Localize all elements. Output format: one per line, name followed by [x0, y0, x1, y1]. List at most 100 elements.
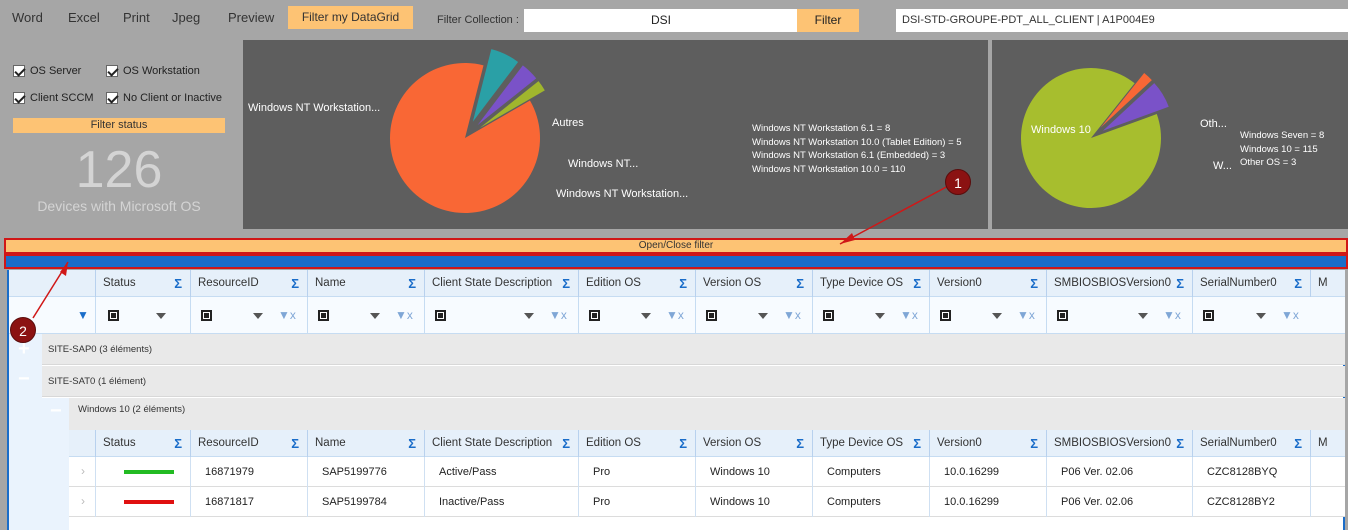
column-header[interactable]: Type Device OS Σ — [812, 430, 929, 457]
filter-cell[interactable]: ▼x — [578, 297, 695, 334]
dropdown-icon[interactable] — [370, 313, 380, 319]
dropdown-icon[interactable] — [992, 313, 1002, 319]
sum-icon[interactable]: Σ — [796, 276, 804, 291]
table-row[interactable]: › 16871817 SAP5199784 Inactive/Pass Pro Windo… — [69, 487, 1345, 517]
filter-cell[interactable]: ▼x — [190, 297, 307, 334]
dropdown-icon[interactable] — [875, 313, 885, 319]
menu-word[interactable]: Word — [12, 10, 43, 25]
dropdown-icon[interactable] — [156, 313, 166, 319]
column-header[interactable]: SMBIOSBIOSVersion0 Σ — [1046, 270, 1192, 297]
filter-operator-icon[interactable] — [1203, 310, 1214, 321]
filter-datagrid-button[interactable]: Filter my DataGrid — [288, 6, 413, 29]
sum-icon[interactable]: Σ — [408, 436, 416, 451]
sum-icon[interactable]: Σ — [913, 276, 921, 291]
filter-cell[interactable]: ▼x — [307, 297, 424, 334]
filter-operator-icon[interactable] — [940, 310, 951, 321]
clear-filter-icon[interactable]: ▼x — [1017, 308, 1035, 322]
sum-icon[interactable]: Σ — [291, 276, 299, 291]
filter-operator-icon[interactable] — [1057, 310, 1068, 321]
clear-filter-icon[interactable]: ▼x — [395, 308, 413, 322]
checkbox-icon[interactable] — [106, 92, 118, 104]
sum-icon[interactable]: Σ — [1176, 436, 1184, 451]
filter-operator-icon[interactable] — [201, 310, 212, 321]
sum-icon[interactable]: Σ — [679, 436, 687, 451]
menu-print[interactable]: Print — [123, 10, 150, 25]
dropdown-icon[interactable] — [641, 313, 651, 319]
column-header[interactable]: Edition OS Σ — [578, 270, 695, 297]
filter-cell[interactable]: ▼x — [1046, 297, 1192, 334]
sum-icon[interactable]: Σ — [1294, 276, 1302, 291]
clear-filter-icon[interactable]: ▼x — [549, 308, 567, 322]
filter-collection-input[interactable]: DSI — [524, 9, 798, 32]
filter-operator-icon[interactable] — [589, 310, 600, 321]
column-header[interactable]: SerialNumber0 Σ — [1192, 270, 1310, 297]
sum-icon[interactable]: Σ — [562, 436, 570, 451]
column-header[interactable]: Status Σ — [95, 430, 190, 457]
expand-icon[interactable]: + — [18, 338, 30, 360]
filter-cell[interactable]: ▼x — [812, 297, 929, 334]
column-header[interactable]: Client State Description Σ — [424, 430, 578, 457]
checkbox-icon[interactable] — [13, 92, 25, 104]
clear-filter-icon[interactable]: ▼x — [900, 308, 918, 322]
sum-icon[interactable]: Σ — [1030, 436, 1038, 451]
column-header[interactable]: Status Σ — [95, 270, 190, 297]
sum-icon[interactable]: Σ — [174, 276, 182, 291]
collection-name-field[interactable]: DSI-STD-GROUPE-PDT_ALL_CLIENT | A1P004E9 — [896, 9, 1348, 32]
sum-icon[interactable]: Σ — [913, 436, 921, 451]
sum-icon[interactable]: Σ — [796, 436, 804, 451]
column-header[interactable]: SMBIOSBIOSVersion0 Σ — [1046, 430, 1192, 457]
filter-cell[interactable]: ▼x — [1192, 297, 1310, 334]
column-header[interactable]: M — [1310, 430, 1328, 457]
column-header[interactable]: Version0 Σ — [929, 270, 1046, 297]
filter-button[interactable]: Filter — [797, 9, 859, 32]
clear-filter-icon[interactable]: ▼x — [278, 308, 296, 322]
open-close-filter-bar[interactable]: Open/Close filter — [4, 238, 1348, 254]
sum-icon[interactable]: Σ — [679, 276, 687, 291]
column-header[interactable]: Version OS Σ — [695, 270, 812, 297]
sum-icon[interactable]: Σ — [1294, 436, 1302, 451]
menu-excel[interactable]: Excel — [68, 10, 100, 25]
group-row[interactable]: SITE-SAT0 (1 élément) — [42, 366, 1345, 397]
group-row[interactable]: Windows 10 (2 éléments) — [69, 398, 1345, 430]
row-expand-icon[interactable]: › — [81, 464, 85, 478]
filter-operator-icon[interactable] — [706, 310, 717, 321]
filter-operator-icon[interactable] — [823, 310, 834, 321]
dropdown-icon[interactable] — [758, 313, 768, 319]
filter-operator-icon[interactable] — [318, 310, 329, 321]
no-client-checkbox[interactable]: No Client or Inactive — [106, 92, 222, 104]
group-row[interactable]: SITE-SAP0 (3 éléments) — [42, 334, 1345, 365]
filter-cell[interactable] — [95, 297, 190, 334]
column-header[interactable]: Type Device OS Σ — [812, 270, 929, 297]
collapse-icon[interactable]: − — [18, 368, 30, 390]
clear-filter-icon[interactable]: ▼x — [1163, 308, 1181, 322]
filter-operator-icon[interactable] — [435, 310, 446, 321]
os-server-checkbox[interactable]: OS Server — [13, 65, 81, 77]
dropdown-icon[interactable] — [1138, 313, 1148, 319]
menu-jpeg[interactable]: Jpeg — [172, 10, 201, 25]
row-expand-icon[interactable]: › — [81, 494, 85, 508]
sum-icon[interactable]: Σ — [291, 436, 299, 451]
column-header[interactable]: Client State Description Σ — [424, 270, 578, 297]
column-header[interactable]: Version0 Σ — [929, 430, 1046, 457]
filter-cell[interactable]: ▼x — [695, 297, 812, 334]
dropdown-icon[interactable] — [253, 313, 263, 319]
table-row[interactable]: › 16871979 SAP5199776 Active/Pass Pro Windows… — [69, 457, 1345, 487]
collapse-icon[interactable]: − — [50, 400, 62, 422]
sum-icon[interactable]: Σ — [408, 276, 416, 291]
checkbox-icon[interactable] — [106, 65, 118, 77]
column-header[interactable]: Edition OS Σ — [578, 430, 695, 457]
sum-icon[interactable]: Σ — [1030, 276, 1038, 291]
column-header[interactable]: Name Σ — [307, 270, 424, 297]
sum-icon[interactable]: Σ — [562, 276, 570, 291]
sum-icon[interactable]: Σ — [1176, 276, 1184, 291]
clear-filter-icon[interactable]: ▼x — [783, 308, 801, 322]
column-header[interactable]: Version OS Σ — [695, 430, 812, 457]
filter-status-button[interactable]: Filter status — [13, 118, 225, 133]
column-header[interactable]: M — [1310, 270, 1328, 297]
column-header[interactable]: SerialNumber0 Σ — [1192, 430, 1310, 457]
column-header[interactable]: Name Σ — [307, 430, 424, 457]
client-sccm-checkbox[interactable]: Client SCCM — [13, 92, 94, 104]
column-header[interactable]: ResourceID Σ — [190, 270, 307, 297]
filter-operator-icon[interactable] — [108, 310, 119, 321]
dropdown-icon[interactable] — [524, 313, 534, 319]
